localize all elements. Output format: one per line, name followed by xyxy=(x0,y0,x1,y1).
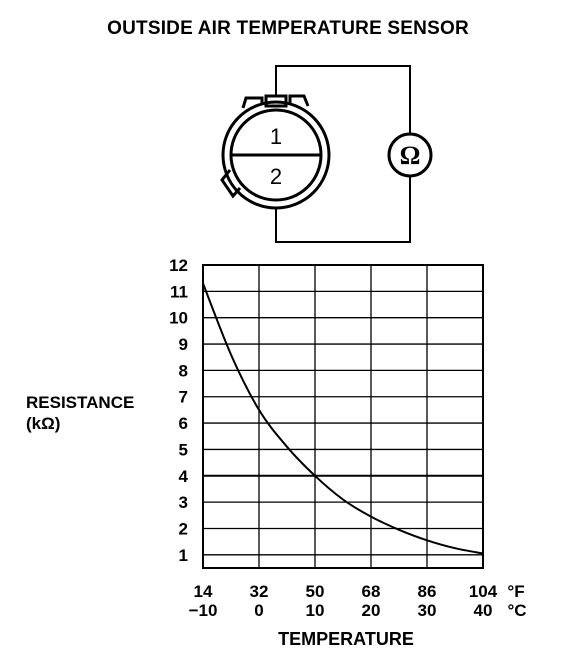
resistance-curve xyxy=(202,283,484,555)
x-tick-label-celsius: 20 xyxy=(362,601,381,620)
wire-bottom xyxy=(275,176,411,243)
sensor-connector: 1 2 xyxy=(220,94,331,210)
x-tick-label-celsius: 10 xyxy=(306,601,325,620)
x-tick-label-fahrenheit: 32 xyxy=(250,582,269,601)
y-axis-title: RESISTANCE (kΩ) xyxy=(26,392,134,434)
y-tick-label: 4 xyxy=(179,467,189,486)
y-tick-label: 8 xyxy=(179,361,188,380)
chart-frame xyxy=(202,264,484,569)
figure-title: OUTSIDE AIR TEMPERATURE SENSOR xyxy=(107,18,469,39)
x-axis-title: TEMPERATURE xyxy=(278,629,414,649)
x-tick-label-celsius: −10 xyxy=(189,601,218,620)
y-axis-label: RESISTANCE xyxy=(26,393,135,412)
x-unit-fahrenheit: °F xyxy=(507,582,524,601)
y-axis-unit: (kΩ) xyxy=(26,414,61,433)
chart-grid xyxy=(203,265,483,568)
x-tick-label-celsius: 30 xyxy=(418,601,437,620)
pin-label-1: 1 xyxy=(270,124,282,149)
connector-lock-tab xyxy=(288,94,310,107)
y-tick-label: 2 xyxy=(179,519,188,538)
y-tick-label: 3 xyxy=(179,493,188,512)
connector-lock-tab xyxy=(241,96,264,109)
x-tick-label-fahrenheit: 104 xyxy=(469,582,498,601)
y-tick-label: 9 xyxy=(179,335,188,354)
ohmmeter-symbol: Ω xyxy=(400,141,421,170)
wire-top xyxy=(275,65,411,134)
x-tick-label-fahrenheit: 86 xyxy=(418,582,437,601)
x-tick-label-celsius: 0 xyxy=(254,601,263,620)
x-tick-label-fahrenheit: 14 xyxy=(194,582,213,601)
pin-label-2: 2 xyxy=(270,164,282,189)
y-tick-label: 7 xyxy=(179,388,188,407)
x-unit-celsius: °C xyxy=(507,601,526,620)
x-tick-label-fahrenheit: 68 xyxy=(362,582,381,601)
connector-side-key xyxy=(220,169,242,199)
x-tick-label-celsius: 40 xyxy=(474,601,493,620)
y-tick-label: 11 xyxy=(170,282,188,301)
y-tick-label: 6 xyxy=(179,414,188,433)
meter-wiring xyxy=(275,65,411,243)
ohmmeter-icon: Ω xyxy=(387,132,433,178)
x-tick-label-fahrenheit: 50 xyxy=(306,582,325,601)
y-tick-label: 10 xyxy=(169,309,188,328)
y-tick-label: 1 xyxy=(179,546,188,565)
y-tick-label: 12 xyxy=(169,256,188,275)
y-tick-label: 5 xyxy=(179,440,188,459)
